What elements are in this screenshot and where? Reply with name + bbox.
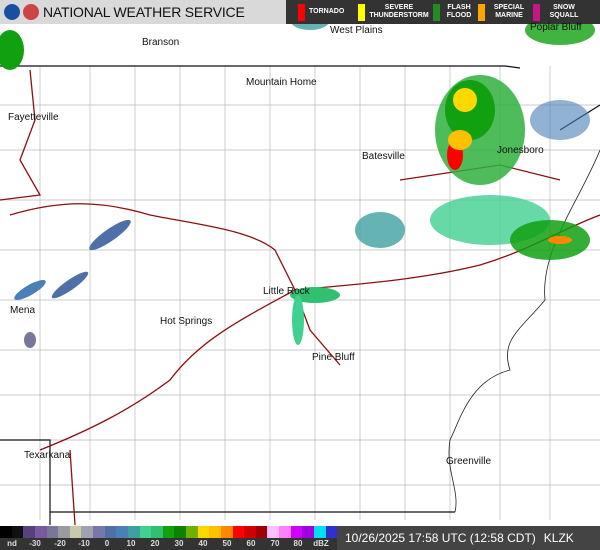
legend-color-swatch <box>290 526 303 538</box>
city-label: Little Rock <box>263 286 310 297</box>
legend-color-swatch <box>151 526 163 538</box>
legend-color-swatch <box>244 526 256 538</box>
legend-label: 10 <box>126 539 136 548</box>
warning-legend: TORNADO SEVERE THUNDERSTORM FLASH FLOOD … <box>286 0 600 24</box>
dbz-color-scale <box>0 526 338 538</box>
noaa-logo <box>4 4 20 20</box>
timestamp: 10/26/2025 17:58 UTC (12:58 CDT) <box>345 531 536 545</box>
city-label: Batesville <box>362 151 405 162</box>
legend-label: 40 <box>198 539 208 548</box>
legend-label: -30 <box>29 539 41 548</box>
city-label: Fayetteville <box>8 112 59 123</box>
city-label: Hot Springs <box>160 316 213 327</box>
warning-tornado: TORNADO <box>298 0 358 24</box>
timestamp-bar: 10/26/2025 17:58 UTC (12:58 CDT) KLZK <box>337 526 600 550</box>
legend-color-swatch <box>23 526 35 538</box>
legend-color-swatch <box>267 526 279 538</box>
nws-logo <box>23 4 39 20</box>
legend-color-swatch <box>302 526 314 538</box>
city-label: Texarkana <box>24 450 71 461</box>
header-bar: NATIONAL WEATHER SERVICE <box>0 0 286 24</box>
legend-color-swatch <box>127 526 140 538</box>
legend-color-swatch <box>186 526 198 538</box>
city-label: Mena <box>10 305 36 316</box>
legend-label: 20 <box>150 539 160 548</box>
legend-color-swatch <box>46 526 59 538</box>
legend-color-swatch <box>116 526 128 538</box>
warning-special-marine: SPECIAL MARINE <box>478 0 533 24</box>
county-lines <box>0 66 600 520</box>
legend-label: -10 <box>78 539 90 548</box>
city-label: Poplar Bluff <box>530 22 582 33</box>
legend-color-swatch <box>0 526 12 538</box>
legend-color-swatch <box>81 526 93 538</box>
page-title: NATIONAL WEATHER SERVICE <box>43 4 245 20</box>
city-label: Mountain Home <box>246 77 317 88</box>
city-label: Branson <box>142 37 180 48</box>
legend-color-swatch <box>197 526 210 538</box>
legend-label: dBZ <box>313 539 329 548</box>
legend-color-swatch <box>11 526 24 538</box>
legend-color-swatch <box>104 526 117 538</box>
legend-label: nd <box>7 539 17 548</box>
legend-color-swatch <box>162 526 175 538</box>
legend-color-swatch <box>139 526 152 538</box>
legend-label: 50 <box>222 539 232 548</box>
warning-flash-flood: FLASH FLOOD <box>433 0 478 24</box>
city-label: Greenville <box>446 456 492 467</box>
legend-color-swatch <box>220 526 233 538</box>
legend-label: 60 <box>246 539 256 548</box>
city-label: West Plains <box>330 25 383 36</box>
legend-color-swatch <box>313 526 326 538</box>
legend-color-swatch <box>232 526 245 538</box>
legend-color-swatch <box>209 526 221 538</box>
radar-echoes <box>0 10 595 348</box>
legend-color-swatch <box>279 526 291 538</box>
legend-label: 70 <box>270 539 280 548</box>
city-label: Jonesboro <box>497 145 544 156</box>
legend-label: -20 <box>54 539 66 548</box>
legend-label: 30 <box>174 539 184 548</box>
dbz-legend: nd -30 -20 -10 0 10 20 30 40 50 60 70 80… <box>0 526 338 550</box>
legend-color-swatch <box>325 526 338 538</box>
legend-color-swatch <box>34 526 47 538</box>
legend-color-swatch <box>174 526 186 538</box>
radar-station: KLZK <box>543 531 574 545</box>
legend-color-swatch <box>255 526 268 538</box>
legend-label: 0 <box>104 539 110 548</box>
warning-severe-thunderstorm: SEVERE THUNDERSTORM <box>358 0 433 24</box>
legend-color-swatch <box>93 526 105 538</box>
legend-label: 80 <box>293 539 303 548</box>
city-label: Pine Bluff <box>312 352 355 363</box>
legend-color-swatch <box>58 526 70 538</box>
warning-snow-squall: SNOW SQUALL <box>533 0 588 24</box>
legend-color-swatch <box>69 526 82 538</box>
